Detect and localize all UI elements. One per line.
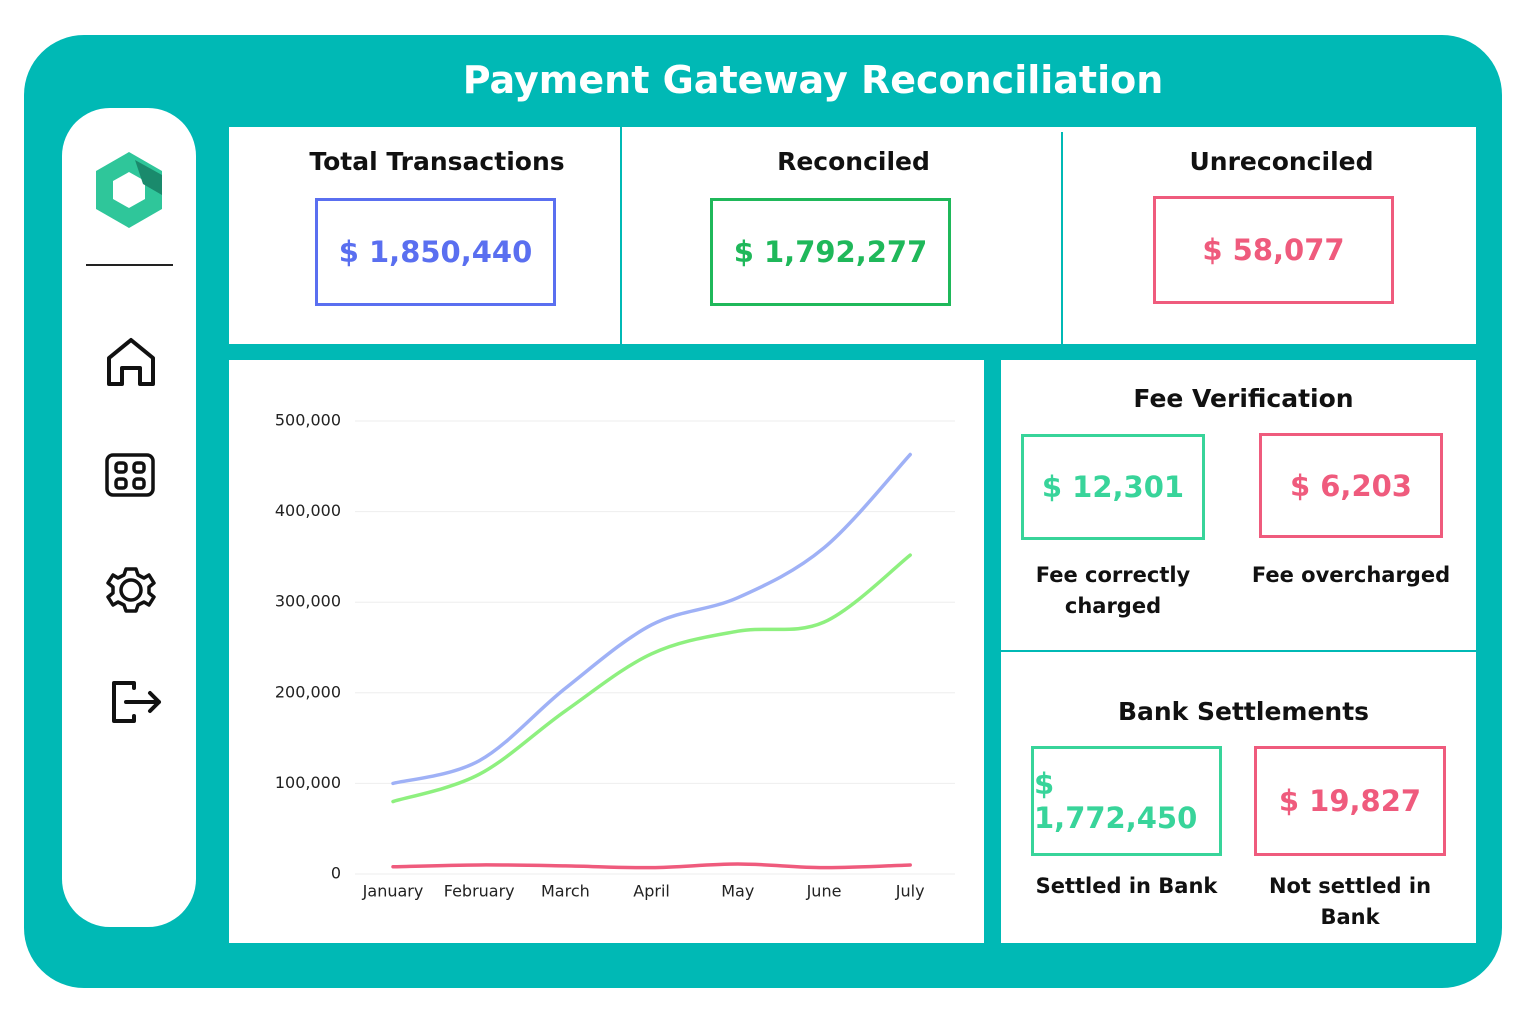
settings-icon[interactable] — [106, 567, 156, 613]
card-value: $ 1,772,450 — [1031, 746, 1222, 856]
line-series — [391, 452, 912, 786]
dashboard-icon[interactable] — [105, 453, 155, 497]
card-label: Fee correctly charged — [1035, 563, 1191, 618]
divider — [620, 127, 622, 344]
section-title: Bank Settlements — [1117, 697, 1370, 726]
divider — [1061, 132, 1063, 344]
line-chart: 0 100,000 200,000 300,000 400,000 500,000 Janu… — [275, 411, 955, 901]
home-icon[interactable] — [107, 338, 155, 386]
card-label: Fee overcharged — [1251, 563, 1451, 587]
kpi-label: Total Transactions — [309, 147, 565, 176]
y-tick-label: 300,000 — [275, 592, 341, 611]
y-tick-label: 100,000 — [275, 773, 341, 792]
chart-panel: 0 100,000 200,000 300,000 400,000 500,000 Janu… — [229, 360, 984, 943]
line-series — [391, 553, 912, 804]
x-tick-label: April — [633, 882, 670, 901]
y-tick-label: 400,000 — [275, 501, 341, 520]
divider — [1001, 650, 1476, 652]
y-tick-label: 200,000 — [275, 682, 341, 701]
card-value: $ 6,203 — [1259, 433, 1443, 538]
sidebar-icons — [86, 152, 173, 723]
sidebar — [62, 108, 196, 927]
card-value: $ 12,301 — [1021, 434, 1205, 540]
kpi-value: $ 1,792,277 — [710, 198, 951, 306]
line-series — [391, 862, 912, 870]
x-tick-label: February — [444, 882, 515, 901]
logout-icon[interactable] — [112, 681, 161, 723]
card-label: Not settled in Bank — [1268, 874, 1432, 929]
page-title: Payment Gateway Reconciliation — [462, 58, 1164, 102]
kpi-label: Reconciled — [777, 147, 930, 176]
card-label: Settled in Bank — [1035, 874, 1218, 898]
x-tick-label: March — [541, 882, 590, 901]
card-value: $ 19,827 — [1254, 746, 1446, 856]
x-tick-label: May — [721, 882, 754, 901]
kpi-panel — [229, 127, 1476, 344]
kpi-value: $ 58,077 — [1153, 196, 1394, 304]
logo — [96, 152, 162, 228]
x-tick-label: June — [806, 882, 842, 901]
y-tick-label: 0 — [331, 864, 341, 883]
section-title: Fee Verification — [1133, 384, 1354, 413]
kpi-value: $ 1,850,440 — [315, 198, 556, 306]
kpi-label: Unreconciled — [1189, 147, 1374, 176]
y-tick-label: 500,000 — [275, 411, 341, 430]
x-tick-label: January — [362, 882, 424, 901]
x-tick-label: July — [895, 882, 925, 901]
